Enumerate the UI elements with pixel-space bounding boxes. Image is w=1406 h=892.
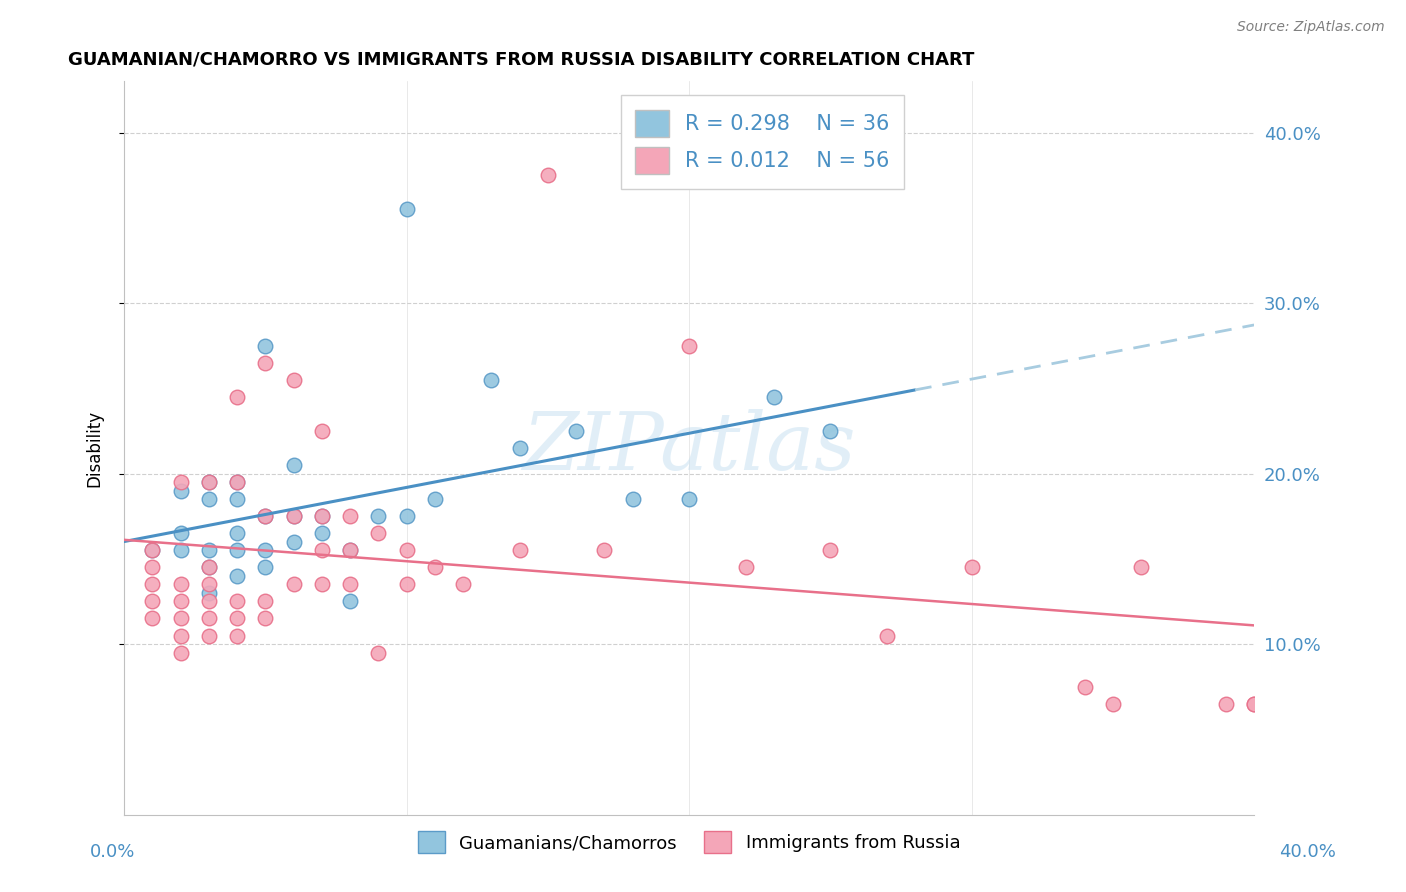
Point: [311, 424, 333, 438]
Point: [537, 168, 560, 182]
Point: [283, 577, 305, 591]
Point: [1243, 697, 1265, 711]
Point: [423, 492, 446, 507]
Point: [678, 338, 700, 352]
Point: [141, 577, 163, 591]
Point: [198, 577, 221, 591]
Point: [226, 628, 249, 642]
Point: [226, 543, 249, 558]
Point: [509, 543, 531, 558]
Point: [311, 509, 333, 524]
Point: [367, 509, 389, 524]
Point: [283, 509, 305, 524]
Point: [254, 338, 277, 352]
Point: [395, 509, 418, 524]
Point: [311, 543, 333, 558]
Point: [198, 560, 221, 574]
Point: [395, 543, 418, 558]
Point: [339, 577, 361, 591]
Point: [254, 611, 277, 625]
Point: [367, 526, 389, 541]
Point: [141, 560, 163, 574]
Point: [254, 356, 277, 370]
Legend: R = 0.298    N = 36, R = 0.012    N = 56: R = 0.298 N = 36, R = 0.012 N = 56: [621, 95, 904, 188]
Text: ZIPatlas: ZIPatlas: [523, 409, 856, 487]
Point: [1102, 697, 1125, 711]
Point: [1073, 680, 1095, 694]
Point: [169, 628, 191, 642]
Point: [169, 594, 191, 608]
Text: 40.0%: 40.0%: [1279, 843, 1336, 861]
Point: [141, 594, 163, 608]
Point: [169, 646, 191, 660]
Point: [479, 373, 502, 387]
Point: [395, 577, 418, 591]
Point: [820, 543, 842, 558]
Point: [226, 594, 249, 608]
Point: [226, 492, 249, 507]
Point: [311, 526, 333, 541]
Point: [169, 543, 191, 558]
Point: [734, 560, 756, 574]
Point: [593, 543, 616, 558]
Point: [254, 560, 277, 574]
Point: [283, 458, 305, 472]
Point: [367, 646, 389, 660]
Point: [762, 390, 785, 404]
Point: [339, 594, 361, 608]
Point: [509, 441, 531, 455]
Point: [226, 526, 249, 541]
Point: [141, 543, 163, 558]
Point: [141, 543, 163, 558]
Point: [876, 628, 898, 642]
Point: [254, 543, 277, 558]
Point: [395, 202, 418, 217]
Point: [141, 611, 163, 625]
Point: [678, 492, 700, 507]
Point: [169, 577, 191, 591]
Point: [198, 560, 221, 574]
Point: [198, 475, 221, 489]
Point: [621, 492, 644, 507]
Point: [960, 560, 983, 574]
Point: [311, 577, 333, 591]
Point: [226, 569, 249, 583]
Point: [283, 534, 305, 549]
Point: [283, 509, 305, 524]
Point: [226, 475, 249, 489]
Point: [198, 611, 221, 625]
Point: [565, 424, 588, 438]
Y-axis label: Disability: Disability: [86, 409, 103, 486]
Point: [311, 509, 333, 524]
Point: [198, 594, 221, 608]
Point: [198, 586, 221, 600]
Point: [1130, 560, 1153, 574]
Point: [283, 373, 305, 387]
Point: [339, 509, 361, 524]
Point: [226, 475, 249, 489]
Point: [1215, 697, 1237, 711]
Point: [451, 577, 474, 591]
Point: [254, 509, 277, 524]
Point: [820, 424, 842, 438]
Point: [254, 509, 277, 524]
Point: [169, 475, 191, 489]
Text: Source: ZipAtlas.com: Source: ZipAtlas.com: [1237, 20, 1385, 34]
Point: [198, 628, 221, 642]
Point: [339, 543, 361, 558]
Point: [254, 594, 277, 608]
Text: 0.0%: 0.0%: [90, 843, 135, 861]
Point: [169, 483, 191, 498]
Point: [198, 475, 221, 489]
Point: [198, 543, 221, 558]
Point: [423, 560, 446, 574]
Point: [169, 611, 191, 625]
Point: [169, 526, 191, 541]
Point: [1243, 697, 1265, 711]
Point: [198, 492, 221, 507]
Point: [339, 543, 361, 558]
Point: [226, 390, 249, 404]
Point: [226, 611, 249, 625]
Text: GUAMANIAN/CHAMORRO VS IMMIGRANTS FROM RUSSIA DISABILITY CORRELATION CHART: GUAMANIAN/CHAMORRO VS IMMIGRANTS FROM RU…: [67, 51, 974, 69]
